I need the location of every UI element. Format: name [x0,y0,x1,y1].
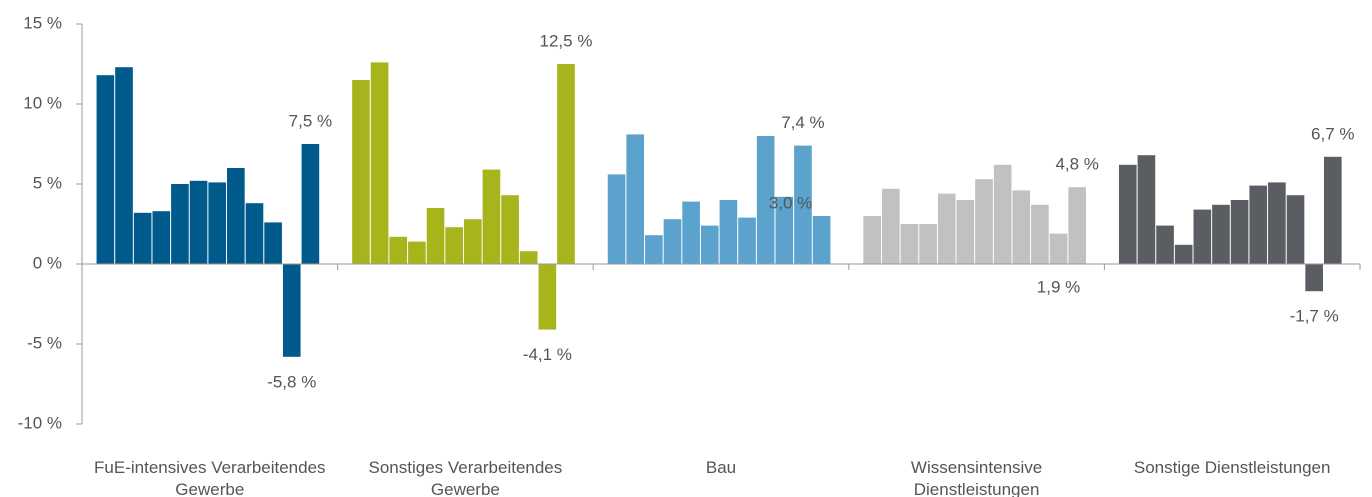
value-label: -4,1 % [523,345,572,364]
bar [700,225,719,264]
bar [445,227,463,264]
value-label: 7,4 % [781,113,824,132]
y-tick-label: 0 % [33,253,62,272]
bar [1212,204,1230,264]
bar [1049,233,1068,264]
bar [663,219,682,264]
bar [352,80,370,264]
bar [775,196,794,264]
bar [993,164,1012,264]
value-label: 7,5 % [289,111,332,130]
bar [794,145,812,264]
y-tick-label: -5 % [27,333,62,352]
category-label: Bau [705,458,737,477]
bar [96,75,115,264]
bar [1118,164,1137,264]
bar [171,184,189,264]
bar [607,174,626,264]
bar [519,251,538,264]
bar [227,168,245,264]
bar [1012,190,1031,264]
bar [863,216,881,264]
bar [719,200,738,264]
bar [501,195,519,264]
value-label: 6,7 % [1311,124,1354,143]
bar [812,216,831,264]
bar [133,212,152,264]
bar [1068,187,1087,264]
bar [1174,244,1193,264]
bar [1230,200,1249,264]
bar [1031,204,1049,264]
category-label: Sonstige Dienstleistungen [1133,458,1331,477]
bar [189,180,208,264]
bar [557,64,575,264]
y-tick-label: 10 % [23,93,62,112]
bar [245,203,264,264]
bar [115,67,133,264]
bar [389,236,408,264]
value-label: 4,8 % [1055,155,1098,174]
bar [975,179,993,264]
bar [482,169,501,264]
bar [152,211,171,264]
value-label: -5,8 % [267,372,316,391]
value-label: 3,0 % [769,193,812,212]
bar [426,208,445,264]
bar [538,264,557,330]
y-tick-label: 15 % [23,13,62,32]
bar [1137,155,1156,264]
bar [645,235,663,264]
value-label: 12,5 % [540,31,593,50]
bar [282,264,301,357]
category-label: FuE-intensives Verarbeitendes Gewerbe [94,458,326,497]
bar [1323,156,1342,264]
bar [881,188,900,264]
y-tick-label: 5 % [33,173,62,192]
bar [919,224,937,264]
bar [301,144,320,264]
bar [956,200,975,264]
bar [264,222,282,264]
bar [1305,264,1323,292]
bar [738,217,756,264]
bar [1193,209,1212,264]
bar [682,201,700,264]
bar [1286,195,1305,264]
y-tick-label: -10 % [18,413,62,432]
bar [1249,185,1268,264]
bar [463,219,482,264]
category-label: Sonstiges Verarbeitendes Gewerbe [368,458,563,497]
bar [1156,225,1174,264]
bar [370,62,389,265]
bar [756,136,775,264]
value-label: -1,7 % [1290,307,1339,326]
category-label: Wissensintensive Dienstleistungen [910,458,1043,497]
bar [408,241,426,264]
bar [208,182,227,264]
value-label: 1,9 % [1037,277,1080,296]
bar [1268,182,1286,264]
bar [937,193,956,264]
bar [900,224,919,264]
bar [626,134,645,264]
